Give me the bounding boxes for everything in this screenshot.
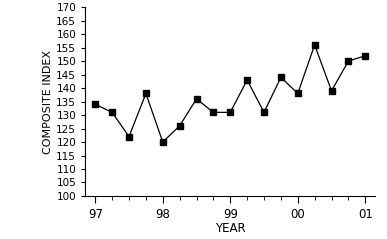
Y-axis label: COMPOSITE INDEX: COMPOSITE INDEX (43, 49, 53, 154)
X-axis label: YEAR: YEAR (215, 222, 246, 235)
